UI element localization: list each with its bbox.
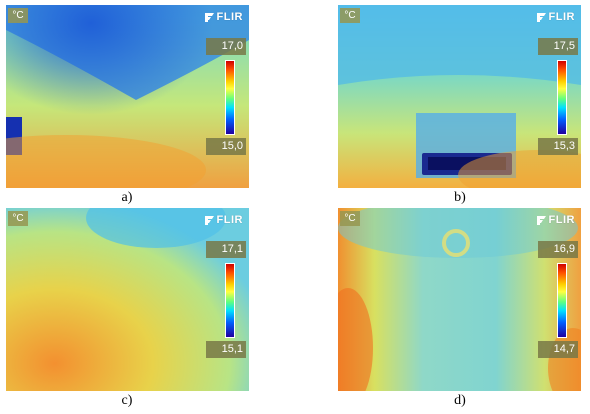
flir-logo-text: FLIR	[548, 214, 575, 226]
flir-logo-icon	[204, 12, 214, 22]
min-temp: 14,7	[538, 341, 578, 358]
max-temp: 17,5	[538, 38, 578, 55]
thermal-picture-a	[6, 5, 249, 188]
caption-c: c)	[121, 393, 133, 408]
flir-logo: FLIR	[204, 214, 243, 226]
thermal-image-a: °C FLIR 17,0 15,0	[6, 5, 249, 188]
flir-logo: FLIR	[536, 214, 575, 226]
thermal-picture-b	[338, 5, 581, 188]
color-scale-bar	[557, 60, 567, 135]
color-scale-bar	[225, 263, 235, 338]
min-temp: 15,1	[206, 341, 246, 358]
color-scale-bar	[557, 263, 567, 338]
thermal-picture-d	[338, 208, 581, 391]
flir-logo: FLIR	[204, 11, 243, 23]
thermal-image-b: °C FLIR 17,5 15,3	[338, 5, 581, 188]
unit-label: °C	[8, 211, 28, 226]
caption-d: d)	[454, 393, 466, 408]
flir-logo-icon	[204, 215, 214, 225]
unit-label: °C	[8, 8, 28, 23]
thermal-picture-c	[6, 208, 249, 391]
max-temp: 17,0	[206, 38, 246, 55]
flir-logo-text: FLIR	[216, 11, 243, 23]
max-temp: 16,9	[538, 241, 578, 258]
caption-a: a)	[121, 190, 133, 205]
min-temp: 15,3	[538, 138, 578, 155]
color-scale-bar	[225, 60, 235, 135]
max-temp: 17,1	[206, 241, 246, 258]
flir-logo-icon	[536, 12, 546, 22]
flir-logo-text: FLIR	[548, 11, 575, 23]
thermal-image-c: °C FLIR 17,1 15,1	[6, 208, 249, 391]
thermal-image-d: °C FLIR 16,9 14,7	[338, 208, 581, 391]
unit-label: °C	[340, 211, 360, 226]
caption-b: b)	[454, 190, 466, 205]
flir-logo: FLIR	[536, 11, 575, 23]
flir-logo-icon	[536, 215, 546, 225]
unit-label: °C	[340, 8, 360, 23]
min-temp: 15,0	[206, 138, 246, 155]
flir-logo-text: FLIR	[216, 214, 243, 226]
